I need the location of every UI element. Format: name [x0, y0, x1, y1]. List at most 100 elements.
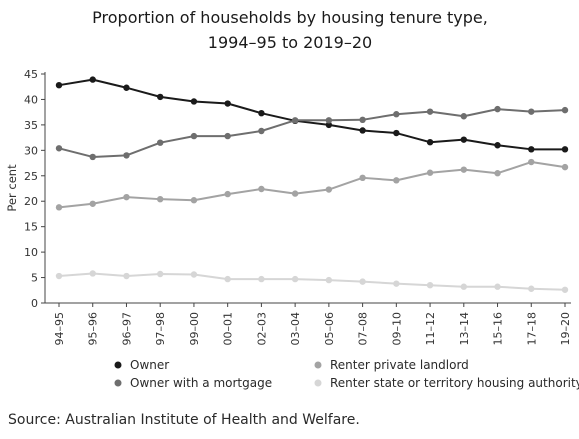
y-tick-label: 0 [31, 297, 38, 310]
data-point-owner-with-a-mortgage [291, 117, 299, 124]
data-point-renter-state-or-territory-housing-authority [460, 283, 467, 290]
data-point-owner [393, 129, 400, 137]
x-tick-label: 13–14 [458, 312, 471, 346]
data-point-owner-with-a-mortgage [325, 117, 333, 124]
y-tick-label: 40 [24, 93, 38, 106]
data-point-renter-state-or-territory-housing-authority [190, 271, 198, 278]
data-point-renter-private-landlord [359, 174, 366, 182]
data-point-owner-with-a-mortgage [426, 108, 434, 115]
data-point-renter-private-landlord [55, 204, 63, 211]
x-tick-label: 05–06 [323, 312, 336, 346]
data-point-renter-private-landlord [157, 195, 164, 203]
y-tick-label: 5 [31, 272, 38, 285]
data-point-owner [157, 93, 164, 101]
data-point-owner [258, 109, 265, 117]
source-note: Source: Australian Institute of Health a… [8, 412, 360, 428]
data-point-renter-private-landlord [393, 177, 400, 184]
legend-marker-renter-state-or-territory-housing-authority [314, 379, 322, 387]
data-point-renter-private-landlord [89, 200, 96, 207]
y-tick-label: 10 [24, 246, 38, 259]
x-tick-label: 09–10 [390, 312, 403, 346]
data-point-renter-private-landlord [325, 186, 333, 193]
x-tick-label: 97–98 [154, 312, 167, 346]
data-point-owner [528, 146, 535, 153]
x-tick-label: 15–16 [492, 312, 505, 346]
data-point-owner-with-a-mortgage [89, 153, 96, 161]
data-point-renter-private-landlord [224, 190, 231, 198]
data-point-renter-state-or-territory-housing-authority [123, 272, 130, 280]
data-point-owner [123, 84, 130, 91]
data-point-renter-private-landlord [494, 170, 501, 177]
x-tick-label: 17–18 [525, 312, 538, 346]
data-point-renter-private-landlord [190, 197, 198, 204]
data-point-owner-with-a-mortgage [258, 127, 265, 135]
data-point-owner [89, 76, 96, 83]
data-point-renter-state-or-territory-housing-authority [291, 275, 299, 283]
legend-marker-renter-private-landlord [314, 361, 322, 369]
data-point-renter-state-or-territory-housing-authority [561, 286, 569, 293]
x-tick-label: 99–00 [188, 312, 201, 346]
data-point-renter-state-or-territory-housing-authority [325, 276, 333, 284]
data-point-owner [561, 146, 569, 153]
data-point-owner [190, 98, 198, 105]
series-line-owner-with-a-mortgage [58, 108, 566, 158]
x-tick-label: 07–08 [357, 312, 370, 346]
x-tick-label: 00–01 [222, 312, 235, 346]
data-point-renter-private-landlord [426, 169, 434, 176]
data-point-renter-state-or-territory-housing-authority [528, 285, 535, 292]
x-tick-label: 19–20 [559, 312, 572, 346]
data-point-owner [460, 136, 467, 143]
data-point-owner-with-a-mortgage [460, 113, 467, 120]
data-point-owner [224, 100, 231, 107]
data-point-renter-private-landlord [528, 158, 535, 166]
data-point-owner [426, 138, 434, 146]
data-point-renter-private-landlord [123, 193, 130, 201]
plot-area: 0 5 10 15 20 25 30 35 40 45 94–95 95–96 96–97 97–98 99… [24, 68, 572, 346]
data-point-owner-with-a-mortgage [561, 106, 569, 114]
y-tick-label: 30 [24, 144, 38, 157]
series-line-renter-private-landlord [58, 161, 566, 209]
data-point-owner-with-a-mortgage [359, 116, 366, 124]
series-line-owner [58, 78, 565, 151]
data-point-renter-private-landlord [291, 190, 299, 197]
x-tick-label: 95–96 [87, 312, 100, 346]
data-point-renter-state-or-territory-housing-authority [157, 270, 164, 278]
data-point-owner [55, 81, 63, 89]
legend-label-owner-with-a-mortgage: Owner with a mortgage [130, 376, 272, 390]
series-line-renter-state-or-territory-housing-authority [58, 272, 566, 291]
x-tick-label: 11–12 [424, 312, 437, 346]
data-point-owner-with-a-mortgage [55, 145, 63, 152]
data-point-renter-state-or-territory-housing-authority [494, 283, 501, 290]
data-point-renter-state-or-territory-housing-authority [224, 275, 231, 283]
y-axis-label: Per cent [5, 164, 19, 212]
legend-marker-owner-with-a-mortgage [114, 379, 122, 387]
x-tick-label: 94–95 [53, 312, 66, 346]
data-point-renter-private-landlord [561, 163, 569, 171]
legend-label-owner: Owner [130, 358, 169, 372]
data-point-owner-with-a-mortgage [123, 152, 130, 159]
chart-title-line-2: 1994–95 to 2019–20 [208, 33, 372, 52]
legend: Owner Owner with a mortgage Renter private… [114, 358, 579, 390]
chart: Proportion of households by housing tenu… [5, 8, 579, 390]
data-point-renter-state-or-territory-housing-authority [359, 278, 366, 285]
y-tick-label: 45 [24, 68, 38, 81]
y-tick-label: 25 [24, 170, 38, 183]
data-point-owner-with-a-mortgage [224, 132, 231, 140]
legend-label-renter-state-or-territory-housing-authority: Renter state or territory housing author… [330, 376, 579, 390]
data-point-owner-with-a-mortgage [494, 105, 501, 113]
data-point-renter-private-landlord [460, 166, 467, 173]
y-tick-label: 20 [24, 195, 38, 208]
data-point-renter-state-or-territory-housing-authority [393, 280, 400, 287]
data-point-owner-with-a-mortgage [157, 139, 164, 146]
y-tick-label: 35 [24, 119, 38, 132]
data-point-owner-with-a-mortgage [528, 108, 535, 115]
x-tick-label: 03–04 [289, 312, 302, 346]
data-point-owner-with-a-mortgage [190, 132, 198, 140]
y-tick-label: 15 [24, 221, 38, 234]
data-point-renter-state-or-territory-housing-authority [89, 270, 96, 277]
data-point-owner-with-a-mortgage [393, 111, 400, 118]
data-point-owner [325, 121, 333, 129]
x-tick-label: 02–03 [255, 312, 268, 346]
data-point-renter-private-landlord [258, 185, 265, 193]
legend-marker-owner [114, 361, 122, 369]
